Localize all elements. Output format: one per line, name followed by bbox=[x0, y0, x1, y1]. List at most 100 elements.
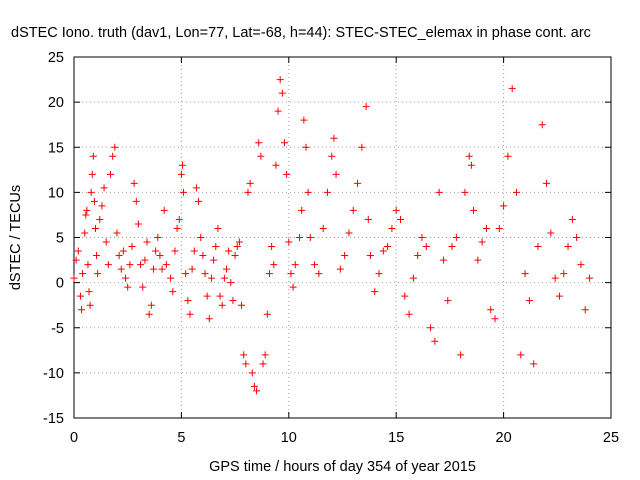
data-point bbox=[508, 85, 516, 93]
data-point bbox=[192, 184, 200, 192]
data-point bbox=[231, 252, 239, 260]
data-point bbox=[124, 283, 132, 291]
data-point bbox=[487, 306, 495, 314]
data-point bbox=[128, 243, 136, 251]
data-point bbox=[551, 274, 559, 282]
data-point bbox=[134, 220, 142, 228]
data-point bbox=[201, 270, 209, 278]
data-point bbox=[577, 261, 585, 269]
data-point bbox=[94, 270, 102, 278]
data-point bbox=[364, 215, 372, 223]
x-tick-label: 15 bbox=[388, 430, 404, 446]
tick-layer: 0 5 10 15 20 25 -15 -10 -5 0 5 10 15 20 25 bbox=[43, 50, 619, 446]
data-point bbox=[276, 76, 284, 84]
data-point bbox=[457, 351, 465, 359]
data-point bbox=[465, 152, 473, 160]
data-point bbox=[186, 310, 194, 318]
data-point bbox=[543, 179, 551, 187]
data-point bbox=[152, 247, 160, 255]
data-point bbox=[233, 243, 241, 251]
data-point bbox=[223, 265, 231, 273]
data-point bbox=[298, 206, 306, 214]
data-point bbox=[259, 360, 267, 368]
data-point bbox=[500, 202, 508, 210]
data-point bbox=[478, 238, 486, 246]
data-point bbox=[253, 387, 261, 395]
data-point bbox=[482, 224, 490, 232]
data-point bbox=[409, 274, 417, 282]
data-point bbox=[248, 369, 256, 377]
chart-title: dSTEC Iono. truth (dav1, Lon=77, Lat=-68… bbox=[11, 25, 591, 41]
data-point bbox=[197, 234, 205, 241]
data-point bbox=[76, 292, 84, 300]
data-point bbox=[93, 252, 101, 260]
data-point bbox=[427, 324, 435, 332]
data-point bbox=[214, 224, 222, 232]
data-point bbox=[220, 274, 228, 282]
data-point bbox=[90, 197, 98, 205]
data-point bbox=[119, 247, 127, 255]
data-point bbox=[190, 247, 198, 255]
data-point bbox=[72, 256, 80, 264]
data-point bbox=[379, 247, 387, 255]
y-tick-label: 5 bbox=[56, 231, 64, 247]
data-point bbox=[467, 161, 475, 169]
data-point bbox=[242, 360, 250, 368]
data-point bbox=[560, 270, 568, 278]
data-point bbox=[257, 152, 265, 160]
data-point bbox=[130, 179, 138, 187]
data-point bbox=[117, 265, 125, 273]
data-point bbox=[521, 270, 529, 278]
x-tick-label: 25 bbox=[603, 430, 619, 446]
data-point bbox=[414, 252, 422, 260]
data-point bbox=[289, 283, 297, 291]
data-point bbox=[188, 265, 196, 273]
x-tick-label: 20 bbox=[496, 430, 512, 446]
data-point bbox=[212, 243, 220, 251]
data-point bbox=[85, 288, 93, 296]
data-point bbox=[278, 89, 286, 97]
data-point bbox=[246, 179, 254, 187]
data-point bbox=[137, 261, 145, 269]
data-point bbox=[268, 243, 276, 251]
data-point bbox=[154, 234, 162, 241]
data-point bbox=[586, 274, 594, 282]
data-point bbox=[564, 243, 572, 251]
data-point bbox=[274, 107, 282, 115]
data-point bbox=[184, 297, 192, 305]
y-tick-label: 15 bbox=[48, 140, 64, 156]
data-point bbox=[89, 152, 97, 160]
data-point bbox=[375, 270, 383, 278]
data-point bbox=[88, 170, 96, 178]
data-point bbox=[79, 270, 87, 278]
data-point bbox=[210, 256, 218, 264]
data-point bbox=[448, 243, 456, 251]
data-point bbox=[270, 261, 278, 269]
data-point bbox=[182, 270, 190, 278]
y-tick-label: 0 bbox=[56, 276, 64, 292]
data-point bbox=[207, 274, 215, 282]
data-point bbox=[87, 188, 95, 196]
data-point bbox=[235, 238, 243, 246]
data-point bbox=[525, 297, 533, 305]
data-point bbox=[354, 179, 362, 187]
data-point bbox=[203, 292, 211, 300]
data-point bbox=[474, 256, 482, 264]
data-point bbox=[431, 337, 439, 345]
x-tick-label: 0 bbox=[70, 430, 78, 446]
data-point bbox=[100, 184, 108, 192]
data-point bbox=[263, 310, 271, 318]
data-point bbox=[328, 152, 336, 160]
data-point bbox=[418, 234, 426, 241]
data-point bbox=[388, 224, 396, 232]
data-point bbox=[384, 243, 392, 251]
x-tick-label: 5 bbox=[177, 430, 185, 446]
data-point bbox=[139, 283, 147, 291]
data-point bbox=[169, 288, 177, 296]
data-point bbox=[330, 134, 338, 142]
data-point bbox=[345, 229, 353, 237]
data-point bbox=[171, 247, 179, 255]
data-point bbox=[461, 188, 469, 196]
data-point bbox=[452, 234, 460, 241]
data-point bbox=[304, 188, 312, 196]
